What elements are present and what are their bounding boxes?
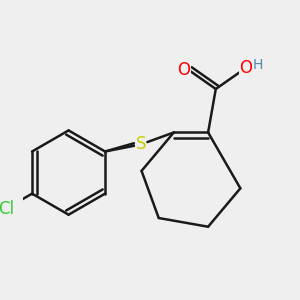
Text: O: O (240, 59, 253, 77)
Text: S: S (136, 136, 146, 154)
Text: O: O (178, 61, 190, 79)
Text: H: H (252, 58, 263, 72)
Text: Cl: Cl (0, 200, 14, 218)
